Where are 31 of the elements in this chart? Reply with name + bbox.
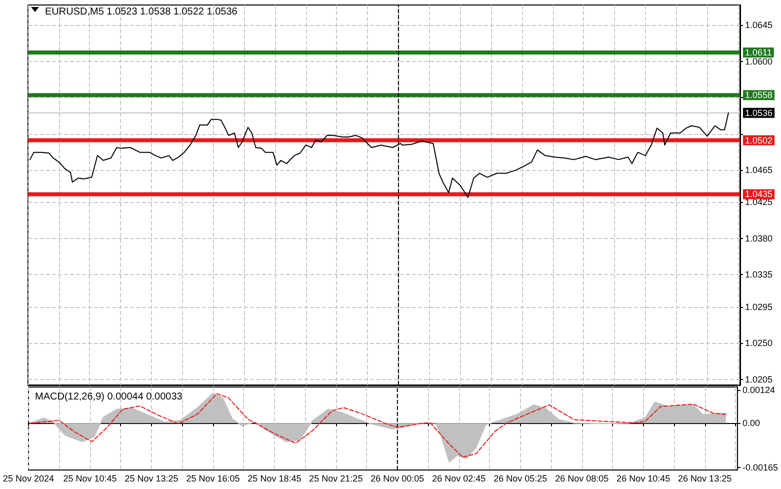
x-tick-label: 25 Nov 21:25 [309, 474, 363, 484]
y-tick-label: 1.0425 [745, 197, 773, 208]
y-tick-label: 1.0250 [745, 338, 773, 348]
x-tick-label: 25 Nov 2024 [2, 474, 54, 484]
x-tick-label: 26 Nov 10:45 [616, 474, 670, 484]
chart-title: EURUSD,M5 1.0523 1.0538 1.0522 1.0536 [45, 6, 238, 18]
y-tick-label: -0.00165 [742, 462, 778, 472]
y-tick-label: 1.0205 [745, 374, 773, 384]
chart-title: MACD(12,26,9) 0.00044 0.00033 [35, 392, 183, 402]
x-tick-label: 25 Nov 16:05 [186, 474, 240, 484]
y-tick-label: 0.00124 [742, 384, 776, 395]
x-tick-label: 26 Nov 13:25 [678, 474, 732, 484]
y-tick-label: 1.0295 [745, 302, 773, 312]
y-tick-label: 1.0600 [745, 56, 773, 66]
y-tick-label: 0.00 [742, 418, 760, 428]
x-tick-label: 25 Nov 10:45 [63, 474, 117, 484]
y-tick-label: 1.0335 [745, 270, 773, 280]
x-tick-label: 25 Nov 18:45 [248, 474, 302, 484]
x-tick-label: 25 Nov 13:25 [124, 474, 178, 484]
y-tick-label: 1.0465 [745, 165, 773, 176]
y-tick-label: 1.0645 [745, 20, 773, 30]
x-tick-label: 26 Nov 08:05 [555, 474, 609, 484]
x-tick-label: 26 Nov 02:45 [432, 474, 486, 484]
ref-line-label: 1.0502 [745, 135, 773, 146]
y-tick-label: 1.0380 [745, 233, 773, 244]
ref-line-label: 1.0435 [745, 189, 773, 200]
ref-line-label: 1.0536 [745, 108, 773, 118]
ref-line-label: 1.0611 [745, 48, 772, 58]
x-tick-label: 26 Nov 00:05 [370, 474, 424, 484]
ref-line-label: 1.0558 [745, 90, 773, 100]
x-tick-label: 26 Nov 05:25 [494, 474, 548, 484]
